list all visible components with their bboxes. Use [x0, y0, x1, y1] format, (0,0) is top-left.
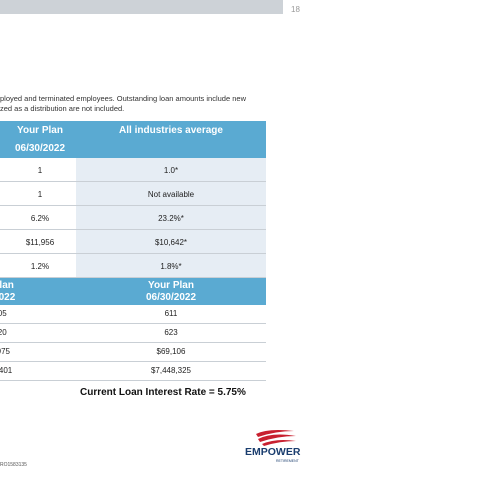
table1-header-text: Your Plan [17, 125, 63, 136]
table1-header [0, 121, 266, 158]
footer-code: RO1583135 [0, 462, 27, 468]
logo-mark [256, 430, 296, 446]
table2-cell: $69,106 [156, 347, 186, 356]
table1-cell: 1 [37, 166, 43, 175]
intro-line: ployed and terminated employees. Outstan… [0, 94, 246, 103]
table1-shade [76, 158, 266, 278]
rate-note: Current Loan Interest Rate = 5.75% [80, 387, 246, 398]
page-number: 18 [291, 5, 300, 14]
table2-cell: 611 [164, 309, 178, 318]
table1-cell: 23.2%* [158, 214, 184, 223]
logo-sub: RETIREMENT [276, 459, 299, 463]
table2-cell: 40,401 [0, 366, 13, 375]
table1-cell: 1.8%* [160, 262, 182, 271]
row-line [0, 277, 266, 278]
table2-cell: $7,448,325 [150, 366, 192, 375]
table1-cell: 1 [37, 190, 43, 199]
row-line [0, 229, 266, 230]
table1-cell: 6.2% [30, 214, 50, 223]
table2-cell: 3,975 [0, 347, 11, 356]
top-bar [0, 0, 283, 14]
table2-header-text: r Plan [0, 280, 14, 291]
table2-header-text: 06/30/2022 [145, 292, 197, 303]
intro-line: zed as a distribution are not included. [0, 104, 125, 113]
logo-name: EMPOWER [245, 446, 301, 458]
table1-header-text: All industries average [119, 125, 223, 136]
table2-header [0, 278, 266, 305]
table1-cell: 1.0* [163, 166, 179, 175]
row-line [0, 253, 266, 254]
row-line [0, 181, 266, 182]
row-line [0, 380, 266, 381]
table1-cell: 1.2% [30, 262, 50, 271]
table2-cell: 605 [0, 309, 7, 318]
table2-header-text: 1/2022 [0, 292, 16, 303]
table1-cell: $10,642* [154, 238, 188, 247]
row-line [0, 342, 266, 343]
table2-header-text: Your Plan [148, 280, 194, 291]
table1-header-text: 06/30/2022 [14, 143, 66, 154]
table1-cell: Not available [147, 190, 195, 199]
table2-cell: 620 [0, 328, 7, 337]
table2-cell: 623 [164, 328, 178, 337]
row-line [0, 361, 266, 362]
row-line [0, 205, 266, 206]
table1-cell: $11,956 [25, 238, 55, 247]
row-line [0, 323, 266, 324]
